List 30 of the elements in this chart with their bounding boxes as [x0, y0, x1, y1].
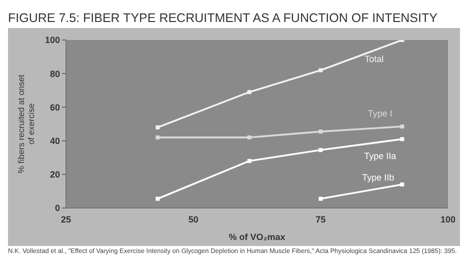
x-tick-label: 100: [440, 214, 456, 224]
x-tick-label: 75: [316, 214, 326, 224]
x-tick-label: 25: [60, 214, 72, 224]
point: [318, 68, 323, 72]
point: [400, 137, 404, 142]
y-tick-label: 80: [50, 68, 60, 79]
point: [400, 124, 404, 129]
series-label: Type IIa: [364, 151, 396, 162]
y-tick-label: 0: [54, 203, 60, 214]
x-axis-title: % of VO₂max: [228, 232, 286, 242]
y-tick-label: 20: [50, 170, 60, 180]
chart-title: FIGURE 7.5: FIBER TYPE RECRUITMENT AS A FUNCTION OF INTENSITY: [8, 10, 438, 27]
point: [156, 125, 160, 130]
series-label: Total: [364, 54, 384, 64]
y-tick-label: 40: [50, 136, 60, 146]
point: [318, 148, 323, 152]
point: [247, 90, 252, 94]
y-axis-title: % fibers recruited at onset of exercise: [16, 74, 36, 174]
y-tick-label: 60: [50, 102, 60, 112]
point: [156, 196, 160, 201]
x-tick-label: 50: [188, 214, 198, 224]
point: [247, 158, 252, 163]
point: [247, 135, 252, 140]
series-label: Type I: [368, 108, 392, 119]
point: [318, 196, 323, 201]
series-label: Type IIb: [362, 172, 394, 182]
point: [318, 130, 323, 134]
y-tick-label: 100: [44, 35, 60, 46]
point: [400, 182, 404, 186]
point: [156, 135, 160, 140]
